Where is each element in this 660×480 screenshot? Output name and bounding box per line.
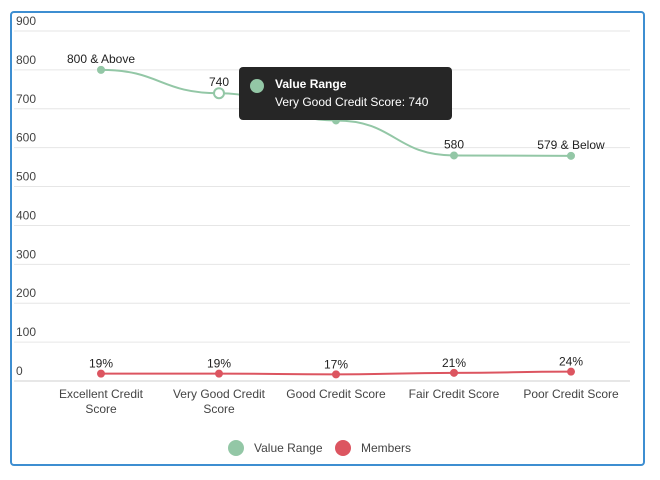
legend-marker bbox=[335, 440, 351, 456]
legend-item-1[interactable]: Members bbox=[335, 440, 411, 456]
x-tick-label: Poor Credit Score bbox=[523, 387, 619, 401]
data-point[interactable] bbox=[450, 151, 458, 160]
data-label: 579 & Below bbox=[537, 138, 605, 152]
y-tick-label: 300 bbox=[16, 247, 36, 261]
y-tick-label: 700 bbox=[16, 92, 36, 106]
data-point[interactable] bbox=[450, 368, 458, 377]
legend-item-0[interactable]: Value Range bbox=[228, 440, 323, 456]
x-tick-label: Fair Credit Score bbox=[409, 387, 500, 401]
data-point[interactable] bbox=[97, 65, 105, 74]
y-tick-label: 200 bbox=[16, 286, 36, 300]
data-label: 24% bbox=[559, 355, 583, 369]
y-tick-label: 800 bbox=[16, 53, 36, 67]
x-tick-label: Very Good Credit bbox=[173, 387, 266, 401]
data-label: 19% bbox=[207, 357, 231, 371]
y-tick-label: 100 bbox=[16, 325, 36, 339]
data-label: 17% bbox=[324, 357, 348, 371]
data-point[interactable] bbox=[332, 370, 340, 379]
data-label: 740 bbox=[209, 75, 229, 89]
x-tick-label: Score bbox=[85, 402, 117, 416]
y-tick-label: 600 bbox=[16, 131, 36, 145]
y-tick-label: 900 bbox=[16, 14, 36, 28]
legend-label: Members bbox=[361, 441, 411, 455]
tooltip: Value Range Very Good Credit Score: 740 bbox=[239, 67, 452, 120]
data-label: 19% bbox=[89, 357, 113, 371]
legend-marker bbox=[228, 440, 244, 456]
data-point[interactable] bbox=[97, 369, 105, 378]
data-point[interactable] bbox=[213, 87, 225, 100]
legend-label: Value Range bbox=[254, 441, 323, 455]
x-tick-label: Good Credit Score bbox=[286, 387, 386, 401]
data-point[interactable] bbox=[215, 369, 223, 378]
data-label: 800 & Above bbox=[67, 52, 135, 66]
y-tick-label: 500 bbox=[16, 170, 36, 184]
data-label: 21% bbox=[442, 356, 466, 370]
tooltip-series-marker bbox=[250, 79, 264, 93]
y-tick-label: 400 bbox=[16, 208, 36, 222]
tooltip-title: Value Range bbox=[275, 77, 347, 91]
tooltip-text: Very Good Credit Score: 740 bbox=[275, 95, 429, 109]
data-point[interactable] bbox=[567, 367, 575, 376]
x-tick-label: Score bbox=[203, 402, 235, 416]
data-point[interactable] bbox=[567, 151, 575, 160]
data-label: 580 bbox=[444, 137, 464, 151]
y-tick-label: 0 bbox=[16, 364, 23, 378]
x-tick-label: Excellent Credit bbox=[59, 387, 144, 401]
